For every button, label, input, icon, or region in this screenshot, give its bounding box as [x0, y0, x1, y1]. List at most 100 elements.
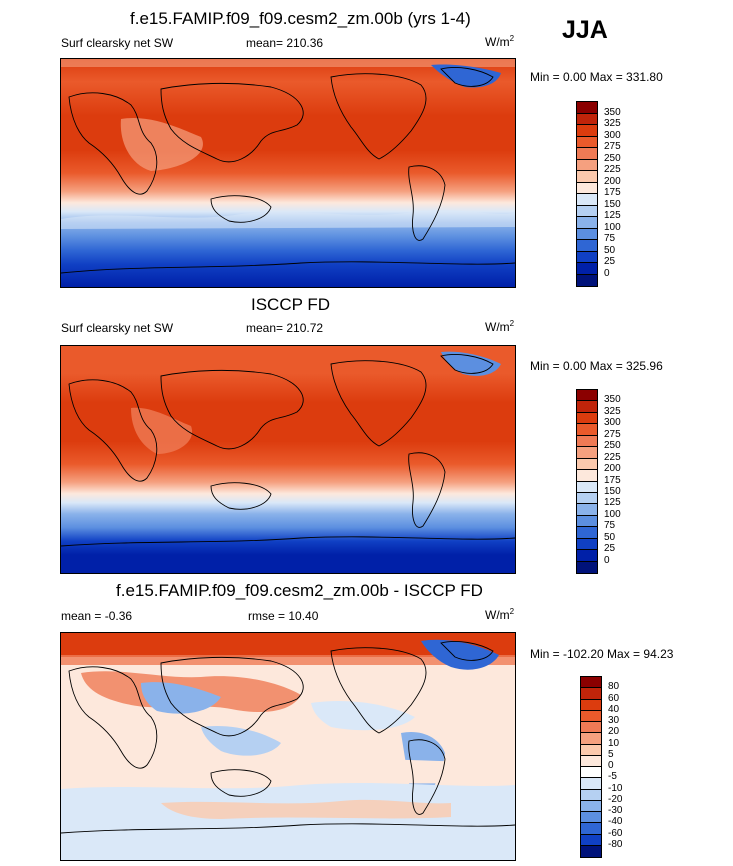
colorbar-swatch [577, 527, 597, 539]
colorbar-swatch [577, 390, 597, 402]
panel-2-title: ISCCP FD [251, 295, 331, 314]
colorbar-tick-label: -10 [608, 782, 623, 794]
colorbar-swatch [577, 251, 597, 263]
colorbar-tick-label: -30 [608, 805, 623, 816]
colorbar-swatch [577, 481, 597, 493]
colorbar-swatch [581, 699, 601, 711]
colorbar-tick-label: -40 [608, 816, 623, 828]
panel-3-map [60, 632, 516, 861]
panel-3-mean-label: mean = -0.36 [61, 609, 133, 623]
colorbar-swatch [577, 148, 597, 160]
colorbar-swatch [577, 136, 597, 148]
colorbar-swatch [581, 789, 601, 801]
colorbar-swatch [577, 182, 597, 194]
colorbar-swatch [577, 550, 597, 562]
panel-2-mean-label: mean= 210.72 [246, 321, 324, 335]
colorbar-swatch [577, 263, 597, 275]
colorbar-swatch [577, 125, 597, 137]
colorbar-tick-label: 200 [604, 175, 621, 187]
colorbar-tick-label: 50 [604, 244, 616, 256]
colorbar-tick-label: 300 [604, 417, 621, 429]
colorbar-swatch [577, 424, 597, 436]
colorbar-swatch [577, 470, 597, 482]
colorbar-tick-label: 275 [604, 141, 621, 152]
colorbar-swatch [577, 412, 597, 425]
panel-3-colorbar [580, 676, 602, 858]
panel-1-map [60, 58, 516, 288]
colorbar-swatch [581, 710, 601, 722]
colorbar-tick-label: 275 [604, 428, 621, 440]
colorbar-tick-label: -20 [608, 793, 623, 805]
colorbar-tick-label: 175 [604, 187, 621, 198]
colorbar-tick-label: 10 [608, 737, 620, 749]
colorbar-tick-label: 325 [604, 405, 621, 417]
colorbar-swatch [581, 744, 601, 756]
colorbar-tick-label: 175 [604, 474, 621, 486]
colorbar-tick-label: 30 [608, 715, 620, 726]
colorbar-swatch [577, 159, 597, 171]
colorbar-tick-label: 100 [604, 221, 621, 233]
panel-1-units: W/m2 [485, 34, 515, 49]
colorbar-tick-label: 350 [604, 106, 621, 118]
panel-2-colorbar [576, 389, 598, 574]
colorbar-swatch [581, 688, 601, 700]
colorbar-tick-label: 0 [604, 554, 610, 566]
colorbar-swatch [577, 205, 597, 217]
colorbar-swatch [577, 240, 597, 252]
colorbar-swatch [577, 274, 597, 286]
colorbar-tick-label: 150 [604, 485, 621, 497]
colorbar-swatch [577, 171, 597, 183]
colorbar-swatch [581, 767, 601, 779]
colorbar-tick-label: 0 [604, 267, 610, 279]
colorbar-swatch [577, 102, 597, 114]
panel-1-colorbar [576, 101, 598, 287]
colorbar-tick-label: 5 [608, 748, 614, 760]
colorbar-swatch [577, 447, 597, 459]
colorbar-swatch [581, 845, 601, 857]
colorbar-tick-label: 250 [604, 440, 621, 452]
colorbar-swatch [581, 722, 601, 734]
colorbar-tick-label: 25 [604, 256, 616, 267]
colorbar-tick-label: -60 [608, 827, 623, 839]
colorbar-swatch [577, 561, 597, 573]
colorbar-swatch [581, 812, 601, 824]
colorbar-tick-label: 125 [604, 497, 621, 509]
colorbar-tick-label: 150 [604, 198, 621, 210]
colorbar-swatch [581, 778, 601, 790]
panel-1-minmax: Min = 0.00 Max = 331.80 [530, 70, 663, 84]
panel-3-units: W/m2 [485, 607, 515, 622]
colorbar-tick-label: 20 [608, 726, 620, 738]
panel-3-minmax: Min = -102.20 Max = 94.23 [530, 647, 674, 661]
colorbar-swatch [577, 194, 597, 206]
colorbar-swatch [577, 538, 597, 551]
colorbar-swatch [577, 458, 597, 471]
colorbar-swatch [581, 823, 601, 835]
colorbar-swatch [581, 677, 601, 689]
colorbar-swatch [577, 113, 597, 125]
colorbar-swatch [581, 800, 601, 812]
panel-2-units: W/m2 [485, 319, 515, 334]
colorbar-tick-label: 250 [604, 152, 621, 164]
panel-2-minmax: Min = 0.00 Max = 325.96 [530, 359, 663, 373]
panel-1-variable-label: Surf clearsky net SW [61, 36, 174, 50]
colorbar-tick-label: 100 [604, 508, 621, 520]
colorbar-tick-label: 60 [608, 692, 620, 704]
colorbar-tick-label: 75 [604, 233, 616, 244]
panel-3-rmse-label: rmse = 10.40 [248, 609, 319, 623]
colorbar-tick-label: 80 [608, 681, 620, 693]
colorbar-tick-label: 225 [604, 164, 621, 175]
colorbar-tick-label: 350 [604, 394, 621, 406]
colorbar-tick-label: 75 [604, 520, 616, 532]
colorbar-swatch [577, 435, 597, 448]
colorbar-tick-label: 225 [604, 451, 621, 463]
colorbar-tick-label: 325 [604, 118, 621, 129]
colorbar-tick-label: 40 [608, 703, 620, 715]
panel-2-map [60, 345, 516, 574]
colorbar-tick-label: 300 [604, 129, 621, 141]
panel-2-variable-label: Surf clearsky net SW [61, 321, 174, 335]
colorbar-swatch [577, 492, 597, 505]
colorbar-tick-label: 200 [604, 463, 621, 475]
colorbar-swatch [577, 217, 597, 229]
colorbar-tick-label: 50 [604, 531, 616, 543]
season-label: JJA [562, 16, 608, 44]
